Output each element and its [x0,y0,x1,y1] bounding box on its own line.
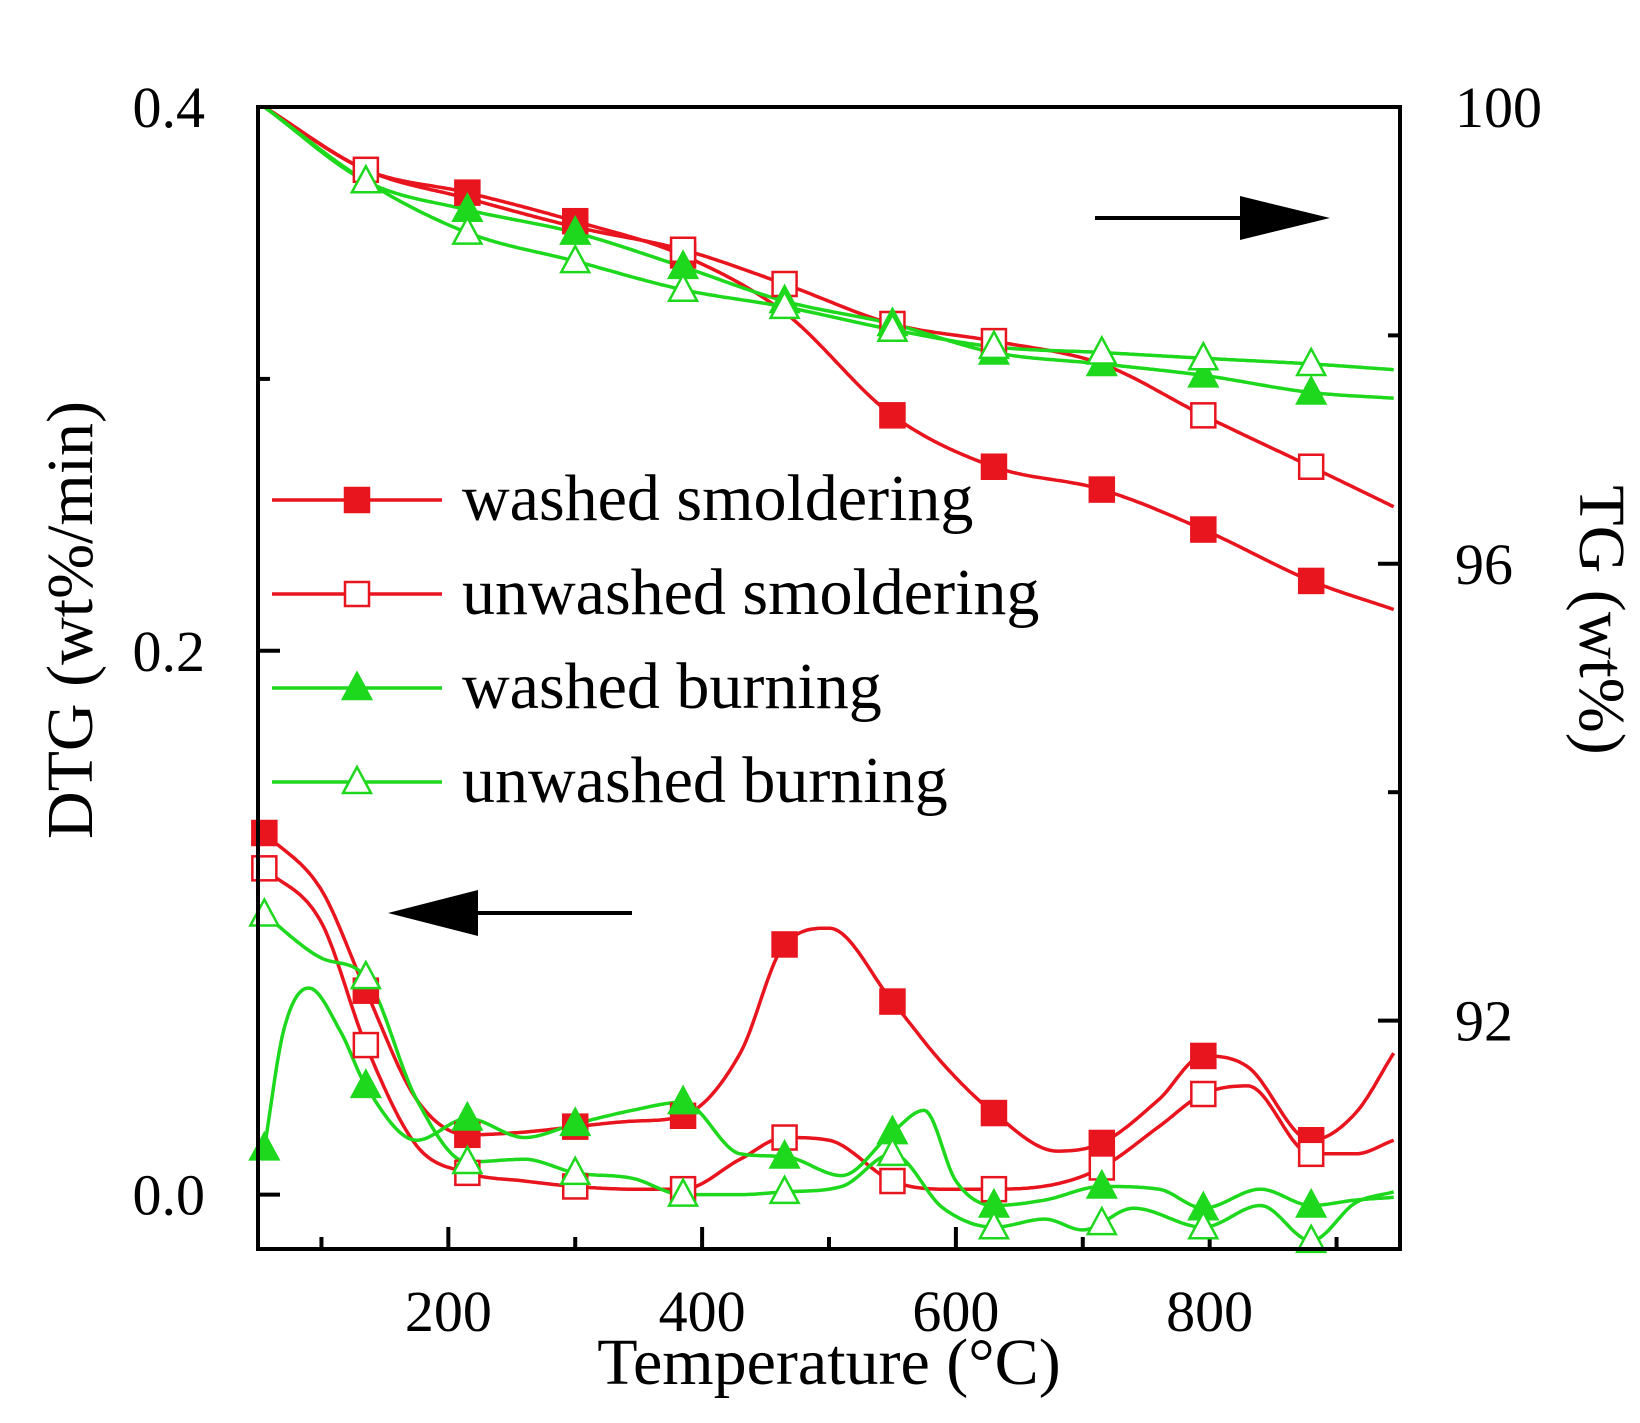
plot-markers [248,156,1328,1254]
marker-washed-smoldering-tg [1297,567,1325,595]
marker-washed-smoldering-tg [1190,516,1217,543]
right-axis-title: TG (wt%) [1565,485,1638,754]
marker-washed-burning-dtg [559,1106,592,1137]
marker-washed-burning-dtg [349,1068,382,1099]
legend-marker-washed-smoldering [343,486,371,514]
marker-unwashed-burning-tg [768,289,801,320]
plot-frame [256,105,1402,1251]
legend-marker-unwashed-burning [340,764,374,795]
marker-unwashed-smoldering-dtg [1190,1080,1217,1108]
marker-unwashed-burning-dtg [1085,1205,1118,1236]
x-tick-label: 600 [912,1279,999,1344]
marker-unwashed-burning-tg [1085,334,1118,365]
marker-unwashed-burning-dtg [559,1155,592,1186]
tick-labels: 200 400 600 800 0.0 0.2 0.4 92 96 100 [133,75,1543,1344]
marker-unwashed-burning-tg [451,214,484,245]
legend-label-unwashed-smoldering: unwashed smoldering [462,556,1039,629]
marker-washed-smoldering-dtg [980,1099,1008,1127]
left-tick-label: 0.2 [133,619,206,684]
marker-unwashed-smoldering-dtg [879,1167,906,1195]
marker-washed-burning-dtg [768,1138,801,1169]
marker-washed-burning-dtg [1295,1187,1328,1218]
left-tick-label: 0.0 [133,1163,206,1228]
marker-washed-smoldering-dtg [771,931,798,958]
legend: washed smoldering unwashed smoldering wash… [272,462,1039,817]
marker-unwashed-burning-tg [666,272,700,302]
marker-unwashed-burning-tg [1187,340,1220,371]
marker-unwashed-burning-dtg [349,959,382,990]
right-axis-arrow [1095,196,1330,240]
marker-washed-smoldering-dtg [1190,1042,1217,1070]
marker-unwashed-burning-dtg [876,1136,909,1167]
marker-unwashed-smoldering-tg [1297,453,1325,480]
marker-washed-smoldering-tg [1088,476,1116,503]
legend-marker-washed-burning [340,670,374,701]
marker-washed-smoldering-tg [879,402,906,429]
marker-washed-burning-dtg [1085,1168,1118,1199]
marker-unwashed-burning-dtg [768,1174,801,1205]
left-tick-label: 0.4 [133,75,206,140]
marker-washed-smoldering-dtg [879,988,906,1015]
marker-washed-burning-dtg [666,1084,700,1115]
marker-washed-smoldering-dtg [251,819,278,847]
right-tick-label: 100 [1455,75,1542,140]
left-axis-arrow [388,890,632,936]
legend-marker-unwashed-smoldering [343,580,371,608]
marker-unwashed-burning-dtg [1295,1223,1328,1254]
x-axis-title: Temperature (°C) [597,1326,1060,1399]
marker-unwashed-smoldering-dtg [1297,1140,1325,1168]
marker-unwashed-smoldering-tg [1190,402,1217,429]
marker-unwashed-burning-tg [876,312,909,342]
marker-unwashed-smoldering-dtg [352,1031,380,1059]
legend-label-unwashed-burning: unwashed burning [462,744,948,817]
marker-unwashed-burning-dtg [1187,1209,1220,1240]
marker-unwashed-burning-dtg [666,1176,700,1207]
x-tick-label: 800 [1166,1279,1253,1344]
marker-washed-burning-tg [1187,357,1220,388]
marker-unwashed-burning-tg [349,163,382,194]
marker-unwashed-smoldering-dtg [251,855,278,882]
x-tick-label: 200 [405,1279,492,1344]
right-tick-label: 96 [1455,532,1513,597]
marker-unwashed-burning-tg [559,243,592,274]
right-tick-label: 92 [1455,989,1513,1054]
left-axis-title: DTG (wt%/min) [34,401,107,839]
marker-unwashed-burning-tg [977,329,1011,360]
marker-unwashed-burning-dtg [977,1209,1011,1240]
marker-washed-burning-tg [1295,374,1328,405]
marker-unwashed-burning-dtg [451,1144,484,1175]
x-tick-label: 400 [659,1279,746,1344]
marker-washed-smoldering-tg [980,453,1008,480]
marker-washed-smoldering-dtg [1088,1129,1116,1157]
legend-label-washed-burning: washed burning [462,650,882,723]
marker-unwashed-burning-tg [1295,346,1328,377]
marker-washed-burning-dtg [451,1100,484,1131]
legend-label-washed-smoldering: washed smoldering [462,462,973,535]
